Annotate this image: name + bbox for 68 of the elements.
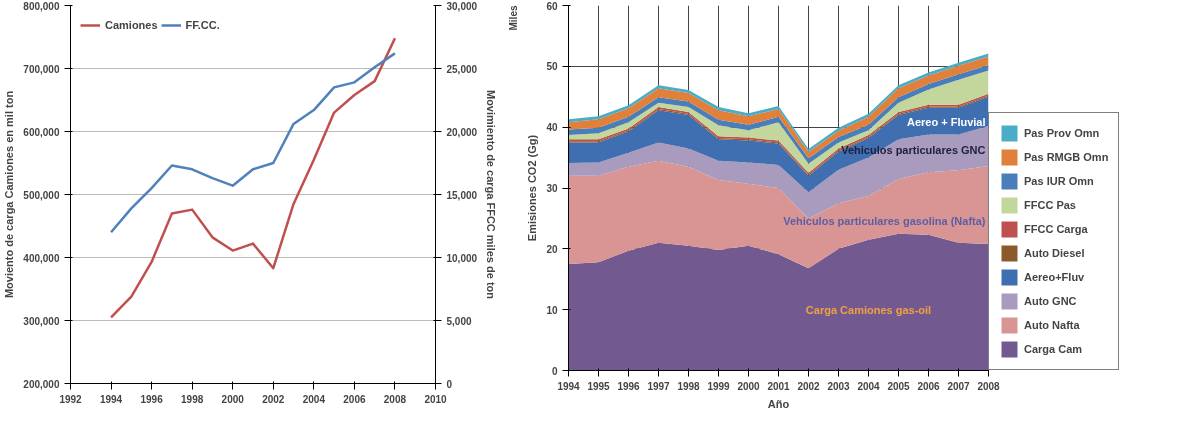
line-series [109, 37, 397, 319]
y-tick-label: 20 [546, 243, 558, 255]
legend-label: FFCC Carga [1024, 223, 1088, 235]
x-tick-label: 1994 [557, 380, 581, 392]
legend-label: Pas IUR Omn [1024, 175, 1094, 187]
y2-axis-title: Movimiento de carga FFCC miles de ton [485, 89, 498, 300]
y-tick-label: 0 [551, 365, 558, 377]
annotation: Aereo + Fluvial [906, 116, 986, 129]
x-tick-label: 2004 [857, 380, 881, 392]
text: Miles [507, 5, 519, 31]
x-tick-label: 2006 [917, 380, 941, 392]
x-tick-label: 2000 [737, 380, 761, 392]
y-tick-label: 60 [546, 0, 558, 12]
y-tick-label: 50 [546, 61, 558, 73]
x-tick-label: 2008 [383, 393, 407, 405]
y-tick-label: 200,000 [23, 378, 60, 390]
y2-tick-label: 25,000 [446, 63, 478, 75]
line-series [109, 52, 397, 234]
y-tick-label: 700,000 [23, 63, 60, 75]
y2-tick-label: 5,000 [446, 315, 472, 327]
x-tick-label: 2002 [262, 393, 285, 405]
legend-label: Aereo+Fluv [1024, 271, 1085, 283]
x-tick-label: 2003 [827, 380, 851, 392]
y-tick-label: 500,000 [23, 189, 60, 201]
y-tick-label: 400,000 [23, 252, 60, 264]
x-tick-label: 2006 [343, 393, 366, 405]
y-tick-label: 30 [546, 183, 558, 194]
y-tick-label: 40 [546, 122, 558, 134]
x-tick-label: 1996 [617, 380, 641, 392]
y-tick-label: 600,000 [23, 126, 60, 138]
x-tick-label: 1992 [59, 393, 83, 405]
y2-tick-label: 15,000 [446, 189, 478, 201]
y2-tick-label: 0 [446, 378, 453, 390]
legend-label: Auto GNC [1024, 295, 1077, 307]
legend-label: Carga Cam [1024, 343, 1083, 355]
annotation: Vehiculos particulares gasolina (Nafta) [783, 214, 986, 227]
x-axis-title: Año [767, 397, 790, 410]
x-tick-label: 2004 [302, 393, 326, 405]
y2-tick-label: 20,000 [446, 126, 478, 138]
x-tick-label: 2010 [424, 393, 448, 405]
y2-tick-label: 30,000 [446, 0, 478, 12]
x-tick-label: 1995 [587, 380, 611, 392]
legend-label: FF.CC. [185, 19, 220, 31]
x-tick-label: 2001 [767, 380, 791, 392]
legend-label: Auto Nafta [1024, 319, 1080, 331]
legend-label: Pas Prov Omn [1024, 127, 1100, 139]
y-tick-label: 10 [546, 304, 558, 316]
x-tick-label: 1998 [181, 393, 204, 405]
x-tick-label: 1998 [677, 380, 701, 392]
annotation: Carga Camiones gas-oil [805, 303, 932, 316]
x-tick-label: 2002 [797, 380, 821, 392]
x-tick-label: 2000 [221, 393, 245, 405]
y-axis-title: Moviento de carga Camiones en mil ton [3, 90, 16, 299]
y2-tick-label: 10,000 [446, 252, 478, 264]
legend-label: Auto Diesel [1024, 247, 1085, 259]
x-tick-label: 2008 [977, 380, 1001, 392]
y-tick-label: 800,000 [23, 0, 60, 12]
legend-label: FFCC Pas [1024, 199, 1076, 211]
legend-label: Pas RMGB Omn [1024, 151, 1109, 163]
y-tick-label: 300,000 [23, 315, 60, 327]
x-tick-label: 1994 [99, 393, 123, 405]
x-tick-label: 1996 [140, 393, 164, 405]
legend-label: Camiones [105, 19, 158, 31]
x-tick-label: 1999 [707, 380, 731, 392]
x-tick-label: 2005 [887, 380, 911, 392]
x-tick-label: 1997 [647, 380, 671, 392]
y-axis-title: Emisiones CO2 (Gg) [526, 134, 539, 242]
x-tick-label: 2007 [947, 380, 971, 392]
